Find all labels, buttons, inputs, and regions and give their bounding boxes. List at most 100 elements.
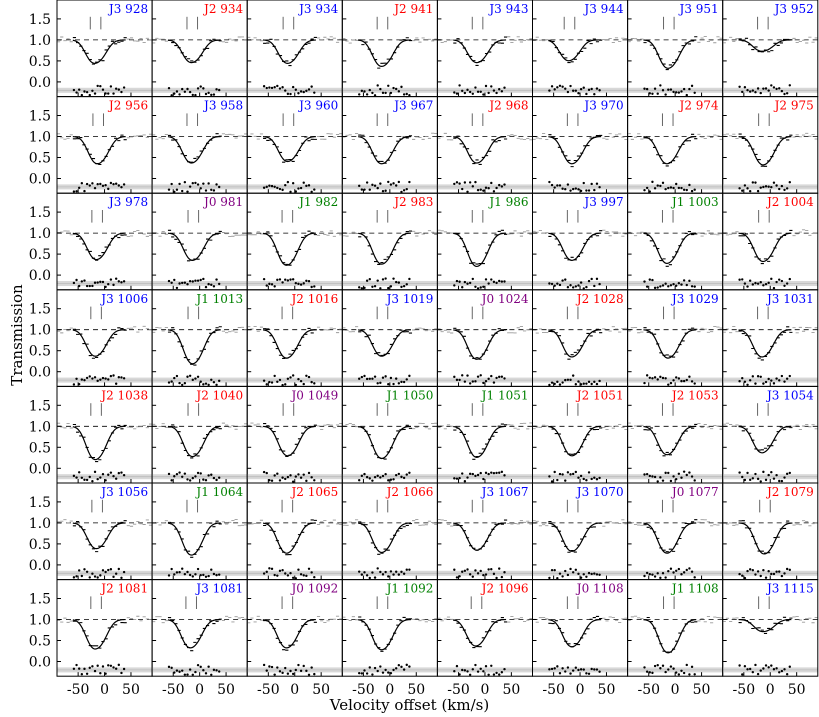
residual-point — [685, 663, 688, 667]
residual-point — [780, 669, 784, 673]
residual-point — [289, 474, 292, 477]
residual-point — [202, 573, 205, 577]
residual-point — [772, 382, 776, 385]
residual-point — [759, 375, 762, 378]
residual-point — [284, 183, 287, 187]
residual-point — [167, 665, 171, 669]
residual-point — [376, 382, 379, 385]
panel: J1 1064 — [151, 482, 248, 581]
model-line — [167, 135, 221, 164]
data-in-fit — [263, 136, 317, 163]
residual-point — [114, 572, 118, 575]
residual-point — [569, 473, 572, 476]
residual-point — [188, 374, 192, 377]
residual-point — [593, 380, 596, 384]
residual-point — [183, 472, 187, 475]
residual-point — [286, 92, 290, 96]
residual-point — [672, 379, 675, 382]
residual-point — [756, 189, 760, 193]
residual-point — [764, 664, 768, 667]
residual-point — [122, 473, 126, 477]
residual-point — [643, 381, 646, 385]
panel: J1 1003 — [627, 192, 724, 291]
residual-point — [677, 377, 681, 380]
residual-point — [498, 279, 501, 283]
x-tick-label: 50 — [693, 682, 711, 698]
panel: J3 1067 — [436, 482, 533, 581]
residual-point — [556, 86, 559, 89]
residual-point — [748, 279, 752, 282]
residual-point — [482, 573, 485, 577]
model-line — [358, 522, 412, 554]
residual-point — [379, 182, 382, 185]
residual-point — [273, 86, 276, 89]
data-outside-fit — [152, 36, 248, 44]
residual-point — [368, 666, 371, 669]
residual-point — [738, 85, 741, 88]
residual-point — [458, 378, 461, 382]
residual-point — [593, 668, 596, 671]
panel-label: J1 986 — [487, 195, 528, 209]
residual-point — [310, 476, 313, 479]
residual-point — [394, 570, 398, 573]
panel: J2 974 — [627, 96, 724, 194]
panel-label: J2 968 — [487, 99, 528, 113]
residual-point — [212, 668, 216, 672]
residual-point — [693, 673, 696, 676]
residual-point — [363, 669, 366, 672]
residual-point — [463, 181, 467, 184]
residual-point — [291, 576, 295, 579]
residual-point — [191, 181, 194, 185]
residual-point — [656, 184, 659, 187]
residual-point — [590, 182, 593, 186]
x-tick-label: -50 — [162, 682, 185, 698]
residual-point — [112, 666, 115, 669]
residual-point — [262, 186, 266, 189]
residual-point — [490, 85, 493, 88]
residual-point — [561, 381, 564, 384]
residual-point — [373, 285, 377, 288]
residual-point — [379, 570, 382, 574]
residual-point — [788, 665, 791, 668]
residual-point — [194, 279, 197, 282]
panel: J3 1029 — [627, 289, 724, 387]
residual-point — [302, 282, 305, 285]
residual-point — [394, 667, 398, 670]
residual-point — [202, 478, 205, 481]
panel: J0 1077 — [627, 482, 724, 581]
residual-point — [286, 672, 290, 675]
residual-point — [645, 670, 649, 673]
model-line — [453, 232, 507, 268]
residual-point — [302, 473, 305, 476]
panel: J1 986 — [436, 192, 533, 291]
residual-point — [775, 377, 778, 380]
residual-point — [75, 278, 78, 282]
residual-point — [210, 283, 213, 286]
residual-point — [498, 471, 501, 474]
residual-point — [659, 84, 662, 87]
panel-label: J2 1038 — [99, 388, 148, 402]
panel: J3 958 — [151, 96, 248, 194]
residual-point — [461, 668, 464, 672]
residual-point — [114, 277, 118, 280]
residual-point — [262, 663, 266, 667]
residual-point — [582, 86, 585, 89]
residual-point — [299, 283, 303, 286]
residual-point — [281, 188, 284, 192]
residual-point — [75, 476, 78, 479]
residual-point — [373, 576, 377, 579]
residual-point — [653, 475, 657, 479]
residual-point — [656, 92, 659, 95]
residual-point — [741, 475, 744, 479]
model-line — [72, 136, 126, 165]
panel: J3 943 — [436, 0, 533, 98]
residual-point — [392, 277, 395, 280]
residual-point — [397, 180, 401, 184]
residual-point — [677, 281, 681, 285]
residual-point — [107, 187, 110, 191]
residual-point — [360, 375, 364, 379]
residual-point — [764, 87, 768, 90]
residual-point — [479, 188, 482, 191]
residual-point — [569, 378, 572, 382]
residual-point — [484, 84, 488, 88]
